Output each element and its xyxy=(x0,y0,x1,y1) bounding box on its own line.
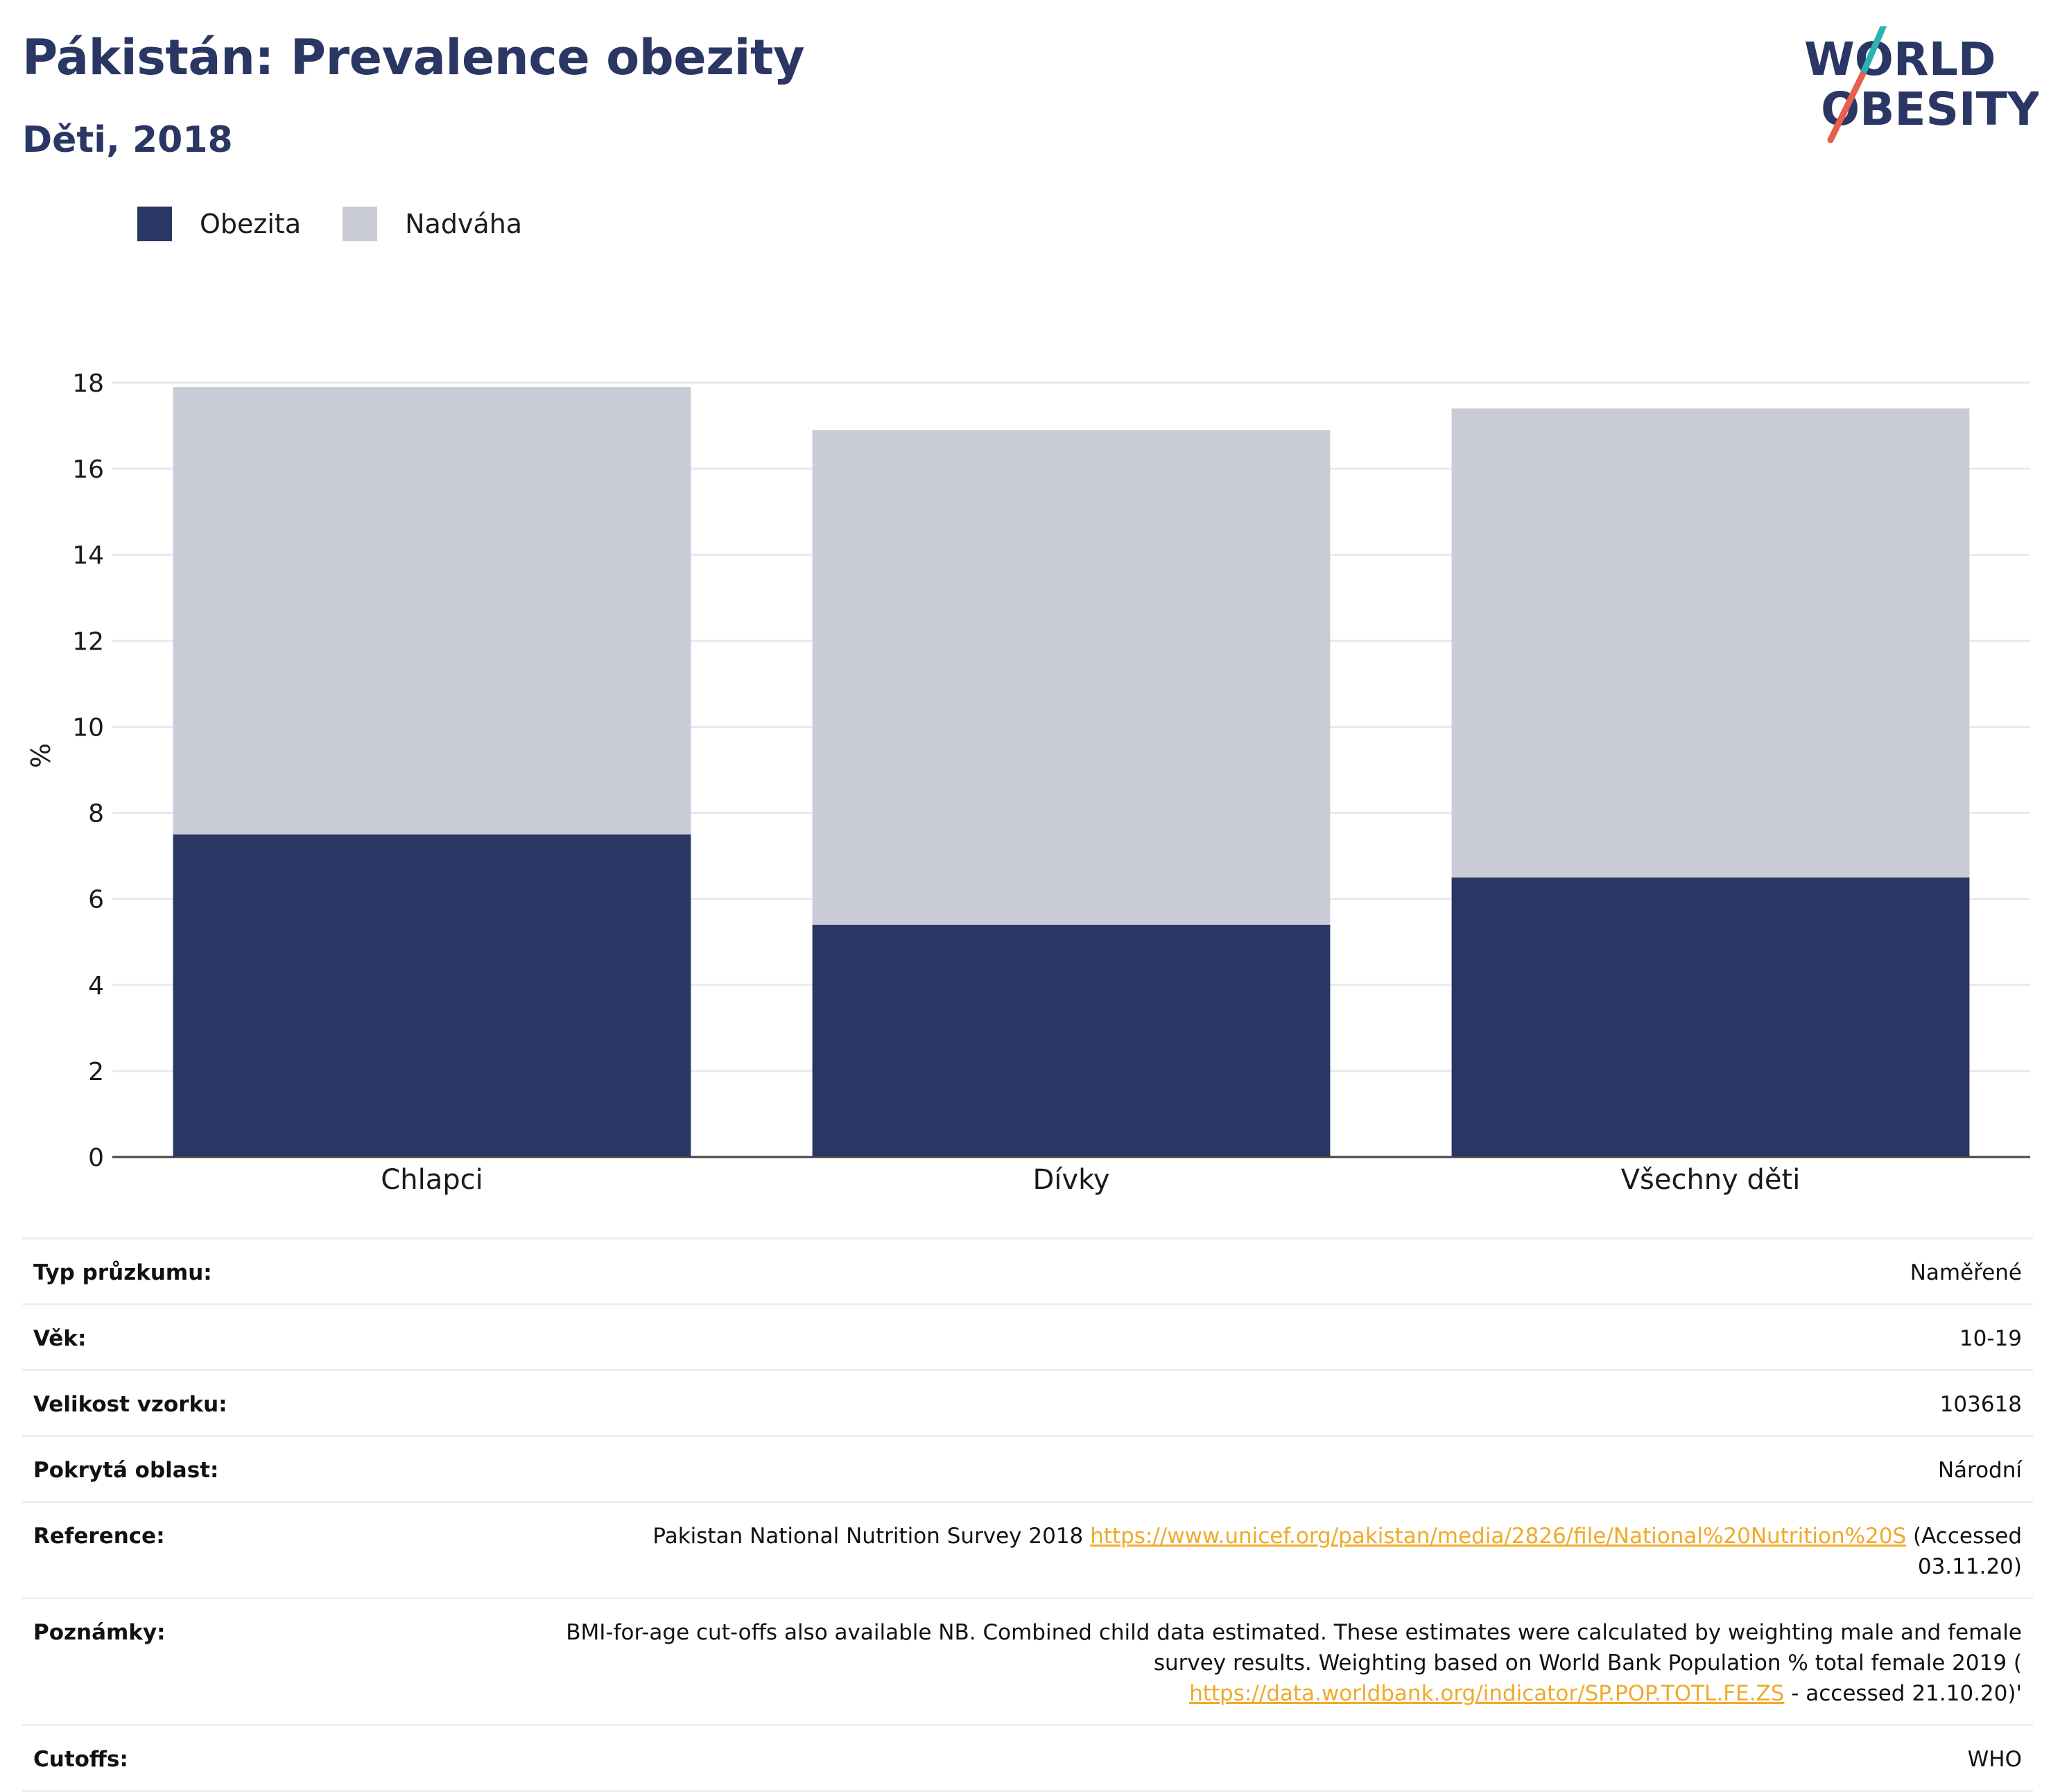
legend-item-overweight[interactable]: Nadváha xyxy=(343,207,522,241)
legend-label-obesity: Obezita xyxy=(200,209,302,239)
legend-label-overweight: Nadváha xyxy=(405,209,523,239)
world-obesity-logo: WORLD OBESITY xyxy=(1804,26,2039,143)
table-row: Velikost vzorku: 103618 xyxy=(22,1369,2033,1436)
legend-swatch-obesity xyxy=(137,207,172,241)
y-tick-label: 18 xyxy=(72,369,104,398)
table-row: Věk: 10-19 xyxy=(22,1303,2033,1371)
reference-text: Pakistan National Nutrition Survey 2018 xyxy=(652,1524,1084,1549)
reference-accessed: (Accessed xyxy=(1913,1524,2022,1549)
reference-accessed-date: 03.11.20) xyxy=(1917,1554,2022,1579)
table-row: Typ průzkumu: Naměřené xyxy=(22,1237,2033,1305)
table-row: Cutoffs: WHO xyxy=(22,1724,2033,1792)
y-axis-ticks: 0 2 4 6 8 10 12 14 16 18 xyxy=(72,369,104,1172)
bar-overweight[interactable] xyxy=(1451,408,1970,878)
cutoffs-label: Cutoffs: xyxy=(22,1724,460,1792)
notes-suffix: - accessed 21.10.20)' xyxy=(1784,1681,2022,1706)
survey-type-label: Typ průzkumu: xyxy=(22,1237,460,1305)
table-row: Pokrytá oblast: Národní xyxy=(22,1435,2033,1502)
y-tick-label: 14 xyxy=(72,541,104,570)
age-value: 10-19 xyxy=(460,1303,2033,1371)
notes-link[interactable]: https://data.worldbank.org/indicator/SP.… xyxy=(1189,1681,1785,1706)
logo-accent-teal xyxy=(1859,26,1887,78)
bar-overweight[interactable] xyxy=(173,387,691,835)
reference-label: Reference: xyxy=(22,1501,460,1599)
survey-type-value: Naměřené xyxy=(460,1237,2033,1305)
sample-size-value: 103618 xyxy=(460,1369,2033,1436)
bar-obesity[interactable] xyxy=(173,834,691,1157)
legend-item-obesity[interactable]: Obezita xyxy=(137,207,301,241)
survey-info-table: Typ průzkumu: Naměřené Věk: 10-19 Veliko… xyxy=(22,1237,2033,1792)
table-row: Poznámky: BMI-for-age cut-offs also avai… xyxy=(22,1597,2033,1725)
reference-link[interactable]: https://www.unicef.org/pakistan/media/28… xyxy=(1090,1524,1907,1549)
sample-size-label: Velikost vzorku: xyxy=(22,1369,460,1436)
x-category-label: Dívky xyxy=(1033,1164,1110,1196)
bar-overweight[interactable] xyxy=(812,430,1331,925)
bar-obesity[interactable] xyxy=(812,924,1331,1157)
x-axis-labels: Chlapci Dívky Všechny děti xyxy=(381,1164,1800,1196)
y-tick-label: 8 xyxy=(88,800,104,828)
y-tick-label: 16 xyxy=(72,455,104,484)
stacked-bar-chart: 0 2 4 6 8 10 12 14 16 18 Chlapci Dívky Všechny děti… xyxy=(26,369,2030,1196)
reference-value: Pakistan National Nutrition Survey 2018 … xyxy=(460,1501,2033,1599)
y-tick-label: 10 xyxy=(72,713,104,742)
y-tick-label: 0 xyxy=(88,1144,104,1172)
x-category-label: Chlapci xyxy=(381,1164,483,1196)
logo-accent-coral xyxy=(1827,71,1866,143)
chart-legend: Obezita Nadváha xyxy=(137,207,564,241)
chart-subtitle: Děti, 2018 xyxy=(22,119,233,161)
coverage-area-label: Pokrytá oblast: xyxy=(22,1435,460,1502)
logo-line1: WORLD xyxy=(1804,33,1996,86)
bars xyxy=(173,387,1970,1157)
y-tick-label: 2 xyxy=(88,1058,104,1086)
table-row: Reference: Pakistan National Nutrition S… xyxy=(22,1501,2033,1599)
y-tick-label: 12 xyxy=(72,627,104,656)
notes-value: BMI-for-age cut-offs also available NB. … xyxy=(460,1597,2033,1725)
y-tick-label: 6 xyxy=(88,886,104,914)
legend-swatch-overweight xyxy=(343,207,378,241)
cutoffs-value: WHO xyxy=(460,1724,2033,1792)
notes-line1: BMI-for-age cut-offs also available NB. … xyxy=(566,1620,2022,1645)
notes-line2: survey results. Weighting based on World… xyxy=(1153,1651,2022,1676)
y-axis-title: % xyxy=(26,743,56,768)
notes-label: Poznámky: xyxy=(22,1597,460,1725)
bar-obesity[interactable] xyxy=(1451,877,1970,1157)
age-label: Věk: xyxy=(22,1303,460,1371)
x-category-label: Všechny děti xyxy=(1621,1164,1801,1196)
coverage-area-value: Národní xyxy=(460,1435,2033,1502)
chart-title: Pákistán: Prevalence obezity xyxy=(22,29,805,86)
y-tick-label: 4 xyxy=(88,972,104,1000)
